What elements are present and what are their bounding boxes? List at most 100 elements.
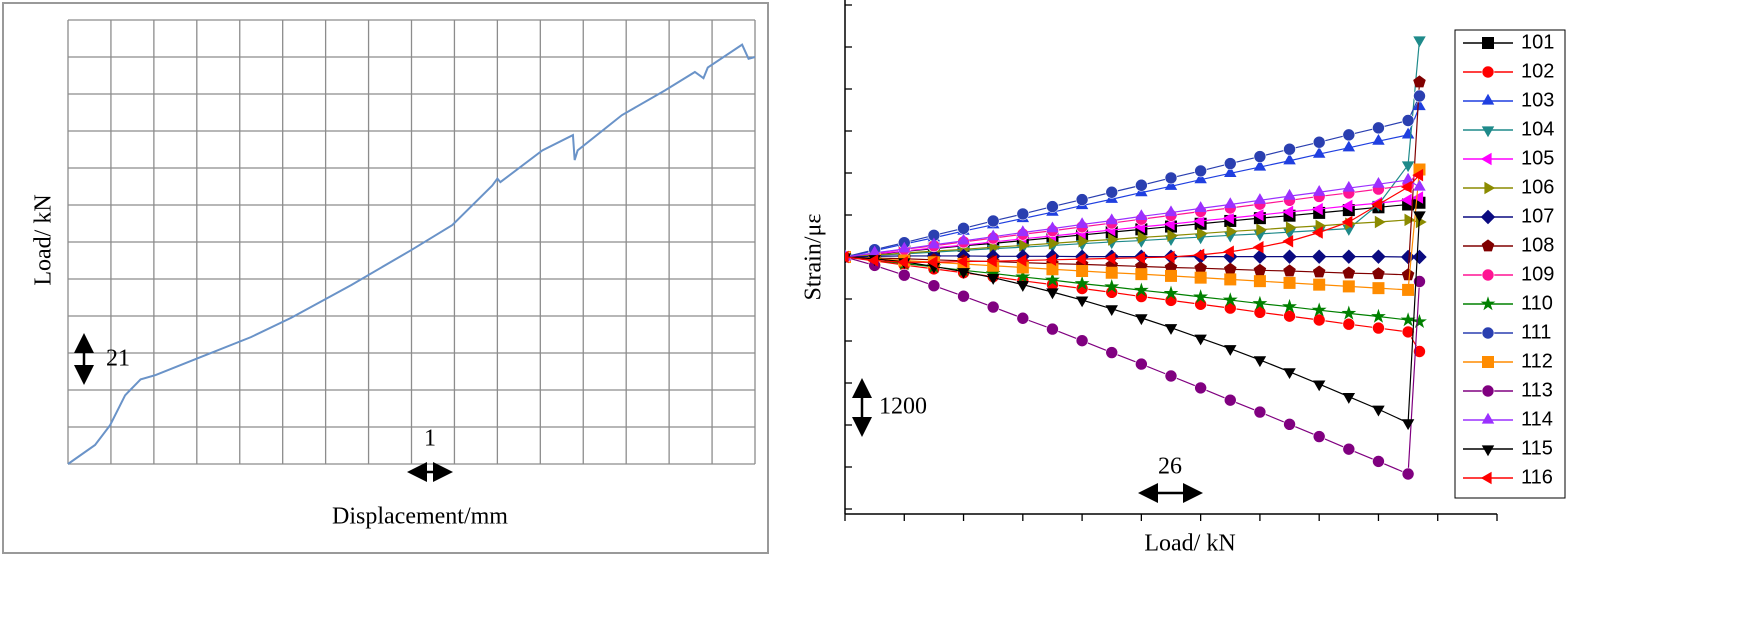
data-point (1226, 225, 1238, 238)
legend-marker (1481, 65, 1495, 79)
data-point (1135, 268, 1148, 281)
data-point (1223, 301, 1237, 315)
data-point (1312, 146, 1326, 158)
data-point (1135, 357, 1148, 371)
data-point (1194, 381, 1207, 395)
data-point (1253, 159, 1267, 171)
data-point (1135, 178, 1148, 192)
data-point (1311, 249, 1327, 264)
data-point (1223, 157, 1237, 170)
data-point (1194, 261, 1207, 274)
data-point (1108, 233, 1119, 246)
y-axis-label: Load/ kN (31, 194, 57, 285)
data-point (1019, 239, 1031, 252)
legend-label: 110 (1521, 292, 1553, 314)
data-point (1075, 217, 1089, 229)
data-point (1164, 179, 1178, 190)
data-point (1164, 324, 1178, 335)
legend-label: 101 (1521, 31, 1554, 53)
legend-label: 113 (1521, 379, 1553, 401)
data-point (1253, 193, 1267, 204)
data-point (1194, 201, 1207, 212)
data-point (1164, 171, 1178, 185)
data-point (1342, 393, 1356, 404)
data-point (1412, 191, 1424, 204)
data-point (1283, 153, 1296, 165)
data-point (868, 245, 881, 257)
data-point (1222, 292, 1238, 307)
legend: 101 102 103 104 105 106 107 108 109 110 111 112 113 1… (1454, 29, 1566, 499)
data-point (1372, 177, 1385, 188)
data-point (1412, 313, 1427, 329)
legend-label: 111 (1521, 321, 1551, 343)
data-point (1253, 275, 1266, 288)
data-point (1342, 317, 1356, 331)
data-point (1372, 282, 1385, 295)
data-point (1413, 99, 1426, 111)
legend-label: 104 (1521, 118, 1554, 140)
data-point (1371, 249, 1386, 264)
data-point (1372, 121, 1385, 135)
annotation: 1200 (879, 394, 927, 420)
data-point (1283, 264, 1296, 277)
data-point (1285, 221, 1297, 234)
data-point (1282, 205, 1294, 219)
data-point (1104, 278, 1120, 294)
annotation: 26 (1158, 454, 1182, 480)
data-point (1016, 207, 1030, 221)
data-point (1282, 298, 1297, 314)
legend-marker (1481, 93, 1495, 105)
data-point (1104, 252, 1116, 265)
data-point (1135, 314, 1148, 326)
data-point (1313, 278, 1326, 291)
data-point (1413, 75, 1426, 88)
data-point (1167, 229, 1179, 242)
data-point (1371, 308, 1386, 323)
data-point (927, 237, 941, 249)
data-point (1137, 231, 1149, 244)
data-point (1105, 213, 1118, 225)
data-point (1282, 249, 1297, 264)
data-point (1163, 285, 1179, 300)
data-point (986, 300, 1000, 314)
data-point (1372, 133, 1385, 145)
data-point (1076, 265, 1089, 277)
data-point (1252, 249, 1268, 264)
data-point (1223, 245, 1234, 258)
data-point (957, 222, 970, 235)
data-point (1075, 334, 1089, 347)
data-point (1075, 193, 1089, 206)
annotation: 1 (424, 426, 436, 452)
data-point (1223, 262, 1237, 275)
legend-marker (1482, 356, 1494, 368)
data-point (867, 254, 879, 267)
legend-label: 105 (1521, 147, 1554, 169)
data-point (1283, 417, 1296, 431)
data-point (1312, 185, 1326, 196)
data-point (1105, 266, 1118, 279)
data-point (1312, 430, 1326, 443)
data-point (1404, 213, 1416, 227)
data-point (1046, 200, 1059, 213)
data-point (1164, 260, 1178, 273)
data-point (1283, 142, 1296, 156)
data-point (1016, 225, 1030, 237)
data-point (1412, 168, 1424, 182)
data-point (1224, 166, 1237, 177)
data-point (1374, 215, 1386, 229)
data-point (1372, 267, 1385, 280)
legend-marker (1480, 209, 1496, 225)
data-point (897, 256, 908, 269)
legend-marker (1481, 445, 1495, 457)
data-point (1224, 273, 1237, 286)
data-point (926, 256, 938, 269)
data-point (1074, 275, 1090, 290)
legend-marker (1481, 268, 1495, 282)
data-point (1045, 272, 1060, 287)
data-point (1402, 283, 1415, 296)
data-point (898, 241, 911, 253)
data-point (1133, 282, 1149, 297)
data-point (1105, 346, 1119, 359)
data-point (1253, 405, 1267, 419)
data-point (845, 250, 849, 264)
